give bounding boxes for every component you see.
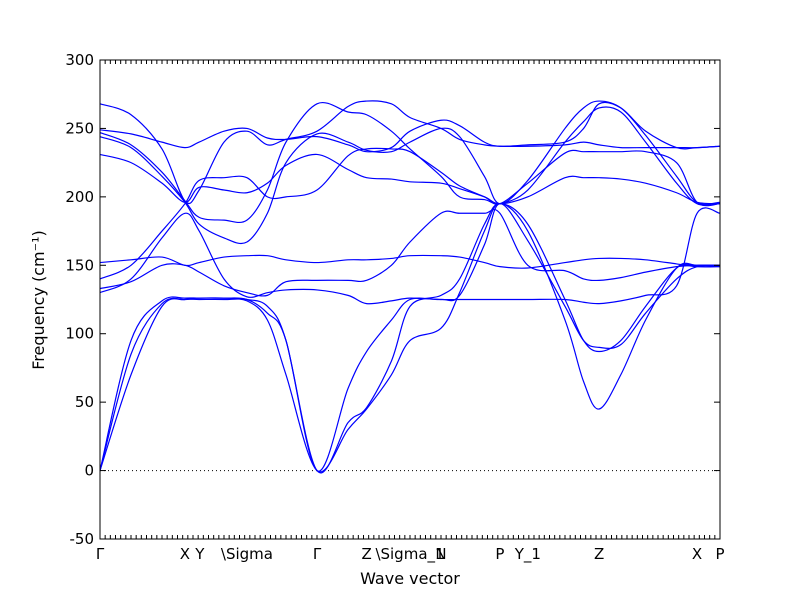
- x-tick-label: X: [692, 545, 702, 563]
- x-tick-label: X: [180, 545, 190, 563]
- x-tick-label: \Sigma_1: [375, 545, 444, 564]
- y-tick-label: 200: [65, 188, 94, 206]
- y-tick-label: 250: [65, 119, 94, 137]
- x-tick-label: N: [435, 545, 446, 563]
- phonon-band-9: [99, 102, 721, 224]
- x-tick-label: Z: [594, 545, 604, 563]
- phonon-band-4: [99, 208, 721, 297]
- phonon-band-5: [99, 254, 721, 269]
- x-axis-label: Wave vector: [360, 569, 460, 588]
- phonon-band-10: [99, 100, 721, 205]
- phonon-band-6: [99, 147, 721, 280]
- phonon-band-12: [99, 203, 721, 472]
- y-tick-label: -50: [70, 530, 95, 548]
- y-tick-label: 0: [84, 462, 94, 480]
- x-tick-label: Γ: [313, 545, 322, 563]
- x-tick-label: Y_1: [514, 545, 541, 564]
- x-tick-label: \Sigma: [221, 545, 273, 563]
- plot-frame: [99, 59, 721, 540]
- phonon-band-1: [99, 203, 721, 473]
- phonon-band-11: [99, 101, 721, 153]
- phonon-band-7: [99, 153, 721, 205]
- phonon-band-3: [99, 207, 721, 305]
- y-tick-label: 300: [65, 51, 94, 69]
- y-tick-label: 50: [75, 393, 94, 411]
- x-tick-label: Γ: [96, 545, 105, 563]
- x-tick-label: P: [495, 545, 504, 563]
- y-tick-label: 150: [65, 256, 94, 274]
- y-tick-label: 100: [65, 325, 94, 343]
- x-tick-label: Z: [361, 545, 371, 563]
- y-axis-label: Frequency (cm⁻¹): [29, 230, 48, 369]
- x-tick-label: P: [715, 545, 724, 563]
- x-tick-label: Y: [194, 545, 205, 563]
- phonon-band-8: [99, 100, 721, 245]
